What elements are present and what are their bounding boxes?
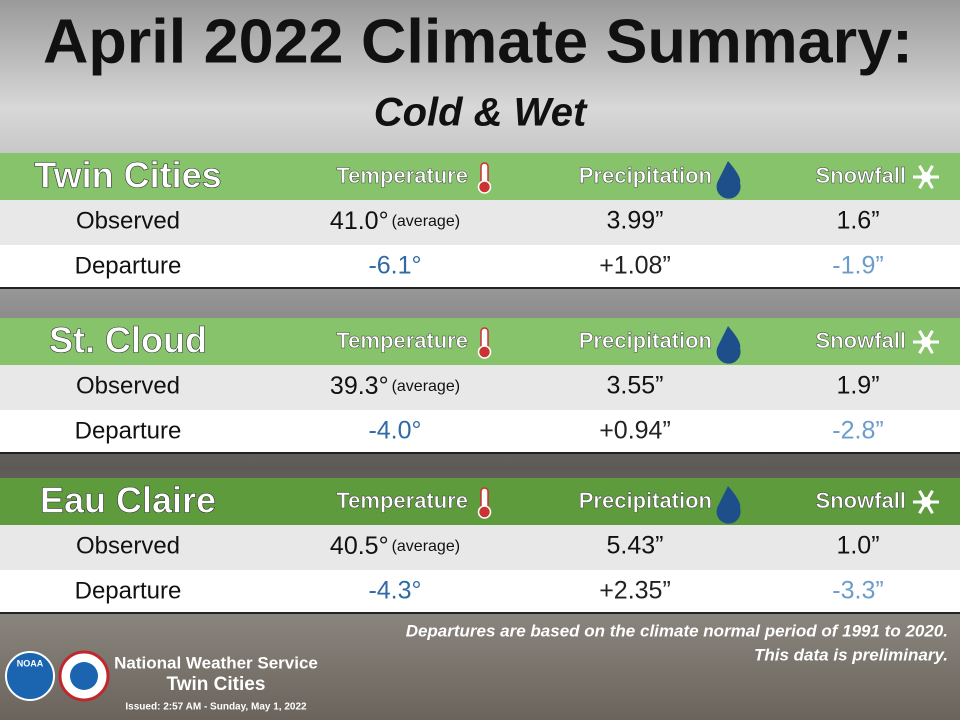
cell: 40.5° (average) [330, 532, 460, 560]
column-header: Snowfall [816, 488, 906, 513]
row-label: Departure [75, 252, 182, 279]
row-label: Departure [75, 577, 182, 604]
footer-note: Departures are based on the climate norm… [406, 621, 948, 640]
station-section: Twin Cities Temperature Precipitation Snowf… [0, 153, 960, 289]
column-header: Precipitation [579, 328, 712, 353]
station-name: St. Cloud [49, 320, 207, 361]
nws-logo-inner [70, 662, 98, 690]
subtitle: Cold & Wet [374, 91, 588, 135]
row-observed [0, 365, 960, 410]
cell-value: -2.8” [832, 417, 883, 445]
cell-value: 1.9” [836, 372, 879, 400]
snowflake-icon [918, 329, 934, 355]
cell-note: (average) [392, 378, 460, 395]
row-label: Departure [75, 417, 182, 444]
cell: 41.0° (average) [330, 207, 460, 235]
snowflake-center [921, 337, 931, 347]
thermometer-bulb [477, 505, 492, 519]
row-observed [0, 200, 960, 245]
sections: Twin Cities Temperature Precipitation Snowf… [0, 153, 960, 614]
cell-note: (average) [392, 538, 460, 555]
row-observed [0, 525, 960, 570]
cell-value: 5.43” [607, 532, 664, 560]
thermometer-bulb [477, 180, 492, 194]
column-header: Snowfall [816, 328, 906, 353]
row-departure [0, 410, 960, 453]
thermometer-bulb [477, 345, 492, 359]
cell-value: -3.3” [832, 577, 883, 605]
cell-value: -4.3° [368, 577, 421, 605]
office: Twin Cities [167, 674, 266, 695]
section-header [0, 153, 960, 200]
station-section: Eau Claire Temperature Precipitation Snowfa… [0, 478, 960, 614]
cell-value: +2.35” [599, 577, 671, 605]
snowflake-center [921, 497, 931, 507]
station-name: Eau Claire [40, 480, 216, 521]
station-name: Twin Cities [34, 155, 221, 196]
snowflake-center [921, 172, 931, 182]
row-label: Observed [76, 532, 180, 559]
row-label: Observed [76, 207, 180, 234]
cell-value: -1.9” [832, 252, 883, 280]
row-departure [0, 570, 960, 613]
noaa-logo-text: NOAA [17, 658, 44, 668]
noaa-logo [5, 651, 55, 701]
issued: Issued: 2:57 AM - Sunday, May 1, 2022 [125, 702, 307, 713]
cell-value: 39.3° [330, 372, 389, 400]
cell-value: 1.6” [836, 207, 879, 235]
cell-value: -6.1° [368, 252, 421, 280]
drop-icon [716, 486, 741, 524]
row-label: Observed [76, 372, 180, 399]
title: April 2022 Climate Summary: [43, 7, 913, 76]
column-header: Temperature [336, 488, 468, 513]
cell-value: 40.5° [330, 532, 389, 560]
station-section: St. Cloud Temperature Precipitation Snowfal… [0, 318, 960, 454]
snowflake-icon [918, 164, 934, 190]
cell-value: +1.08” [599, 252, 671, 280]
cell-value: -4.0° [368, 417, 421, 445]
section-header [0, 318, 960, 365]
snowflake-icon [918, 489, 934, 515]
cell-value: 3.99” [607, 207, 664, 235]
column-header: Snowfall [816, 163, 906, 188]
column-header: Precipitation [579, 488, 712, 513]
column-header: Temperature [336, 163, 468, 188]
agency: National Weather Service [114, 653, 318, 672]
cell-value: 1.0” [836, 532, 879, 560]
drop-icon [716, 161, 741, 199]
cell-note: (average) [392, 213, 460, 230]
column-header: Temperature [336, 328, 468, 353]
cell: 39.3° (average) [330, 372, 460, 400]
cell-value: +0.94” [599, 417, 671, 445]
footer-note: This data is preliminary. [754, 645, 948, 664]
cell-value: 41.0° [330, 207, 389, 235]
cell-value: 3.55” [607, 372, 664, 400]
row-departure [0, 245, 960, 288]
section-header [0, 478, 960, 525]
footer: Departures are based on the climate norm… [5, 621, 948, 713]
column-header: Precipitation [579, 163, 712, 188]
drop-icon [716, 326, 741, 364]
